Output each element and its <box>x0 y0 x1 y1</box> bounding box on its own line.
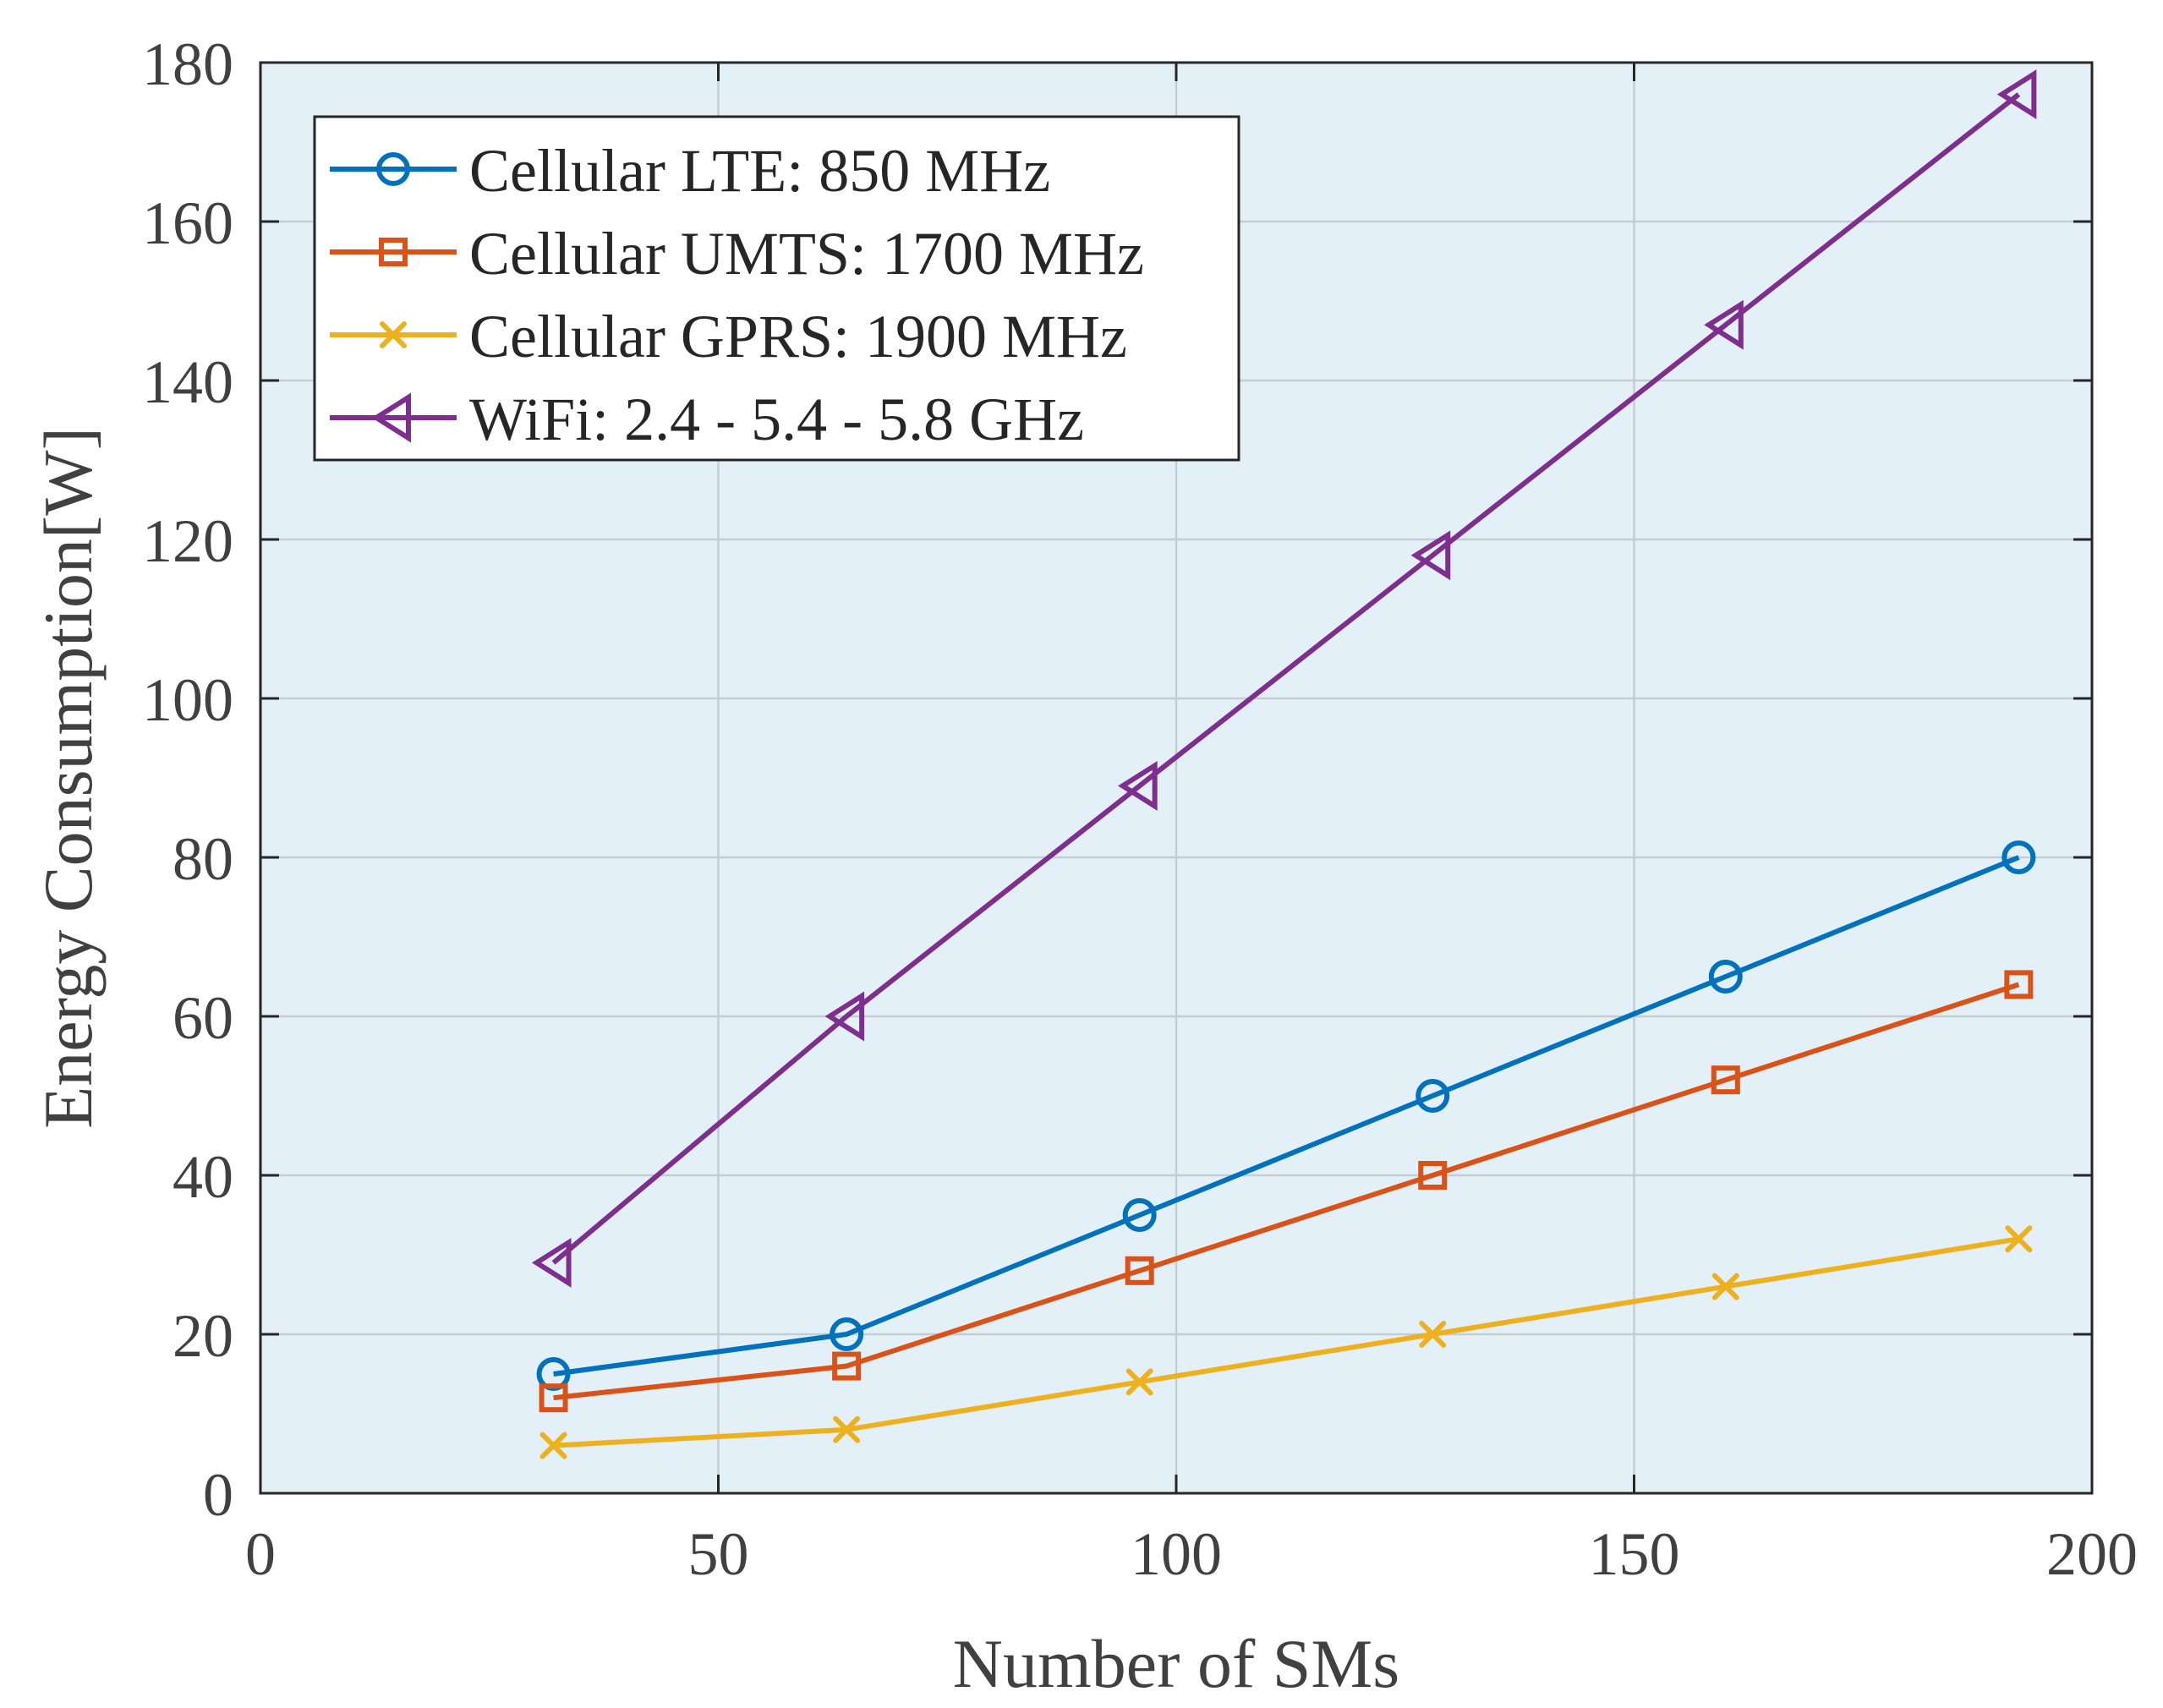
y-tick-label: 100 <box>142 666 233 734</box>
legend-swatch-marker <box>379 238 408 266</box>
data-point <box>833 1415 861 1443</box>
series-line <box>553 982 2020 1401</box>
data-point <box>1704 299 1744 350</box>
series-1 <box>536 840 2036 1391</box>
data-point <box>1125 1368 1153 1396</box>
data-point <box>539 1383 568 1413</box>
data-point <box>2004 970 2034 999</box>
data-point <box>1996 69 2037 120</box>
data-point <box>1118 760 1158 811</box>
legend-swatch-marker <box>380 321 407 348</box>
axis-ticks <box>259 61 2094 1495</box>
series-2 <box>539 970 2034 1413</box>
y-tick-label: 60 <box>172 984 233 1052</box>
y-tick-label: 180 <box>142 30 233 98</box>
legend-label: Cellular UMTS: 1700 MHz <box>469 220 1144 287</box>
data-point <box>832 1351 862 1381</box>
series-line <box>551 92 2021 1265</box>
y-tick-label: 40 <box>172 1143 233 1211</box>
series-line <box>553 1236 2019 1448</box>
data-point <box>2001 840 2036 874</box>
x-tick-label: 150 <box>1589 1520 1680 1588</box>
data-point <box>531 1237 572 1288</box>
legend-swatch-marker <box>371 392 411 443</box>
x-axis-label: Number of SMs <box>953 1625 1399 1702</box>
legend: Cellular LTE: 850 MHz Cellular UMTS: 1700… <box>313 115 1240 462</box>
y-tick-label: 20 <box>172 1302 233 1370</box>
data-point <box>1711 1065 1740 1095</box>
data-point <box>1419 1321 1447 1348</box>
series-4 <box>531 69 2037 1288</box>
data-point <box>1122 1198 1157 1232</box>
y-tick-label: 80 <box>172 825 233 893</box>
legend-label: WiFi: 2.4 - 5.4 - 5.8 GHz <box>469 386 1084 453</box>
data-point <box>1410 530 1451 581</box>
y-tick-label: 120 <box>142 507 233 575</box>
legend-box <box>313 115 1240 462</box>
legend-item: Cellular UMTS: 1700 MHz <box>330 220 1144 287</box>
x-tick-label: 0 <box>245 1520 276 1588</box>
y-tick-label: 160 <box>142 189 233 257</box>
data-point <box>1708 960 1743 994</box>
data-point <box>2005 1225 2033 1253</box>
tick-labels: 0 50 100 150 200 0 20 40 60 80 100 120 140 160 180 <box>142 30 2138 1588</box>
legend-item: Cellular GPRS: 1900 MHz <box>330 303 1127 370</box>
series-line <box>553 855 2020 1377</box>
data-point <box>1418 1161 1448 1190</box>
y-tick-label: 0 <box>203 1461 233 1529</box>
x-tick-label: 50 <box>688 1520 749 1588</box>
data-point <box>1711 1273 1739 1300</box>
legend-item: WiFi: 2.4 - 5.4 - 5.8 GHz <box>330 386 1084 453</box>
x-tick-label: 100 <box>1131 1520 1222 1588</box>
legend-item: Cellular LTE: 850 MHz <box>330 137 1050 205</box>
legend-swatch-marker <box>376 152 410 186</box>
legend-label: Cellular GPRS: 1900 MHz <box>469 303 1127 370</box>
series-layer <box>531 69 2037 1459</box>
y-axis-label: Energy Consumption[W] <box>30 427 107 1129</box>
data-point <box>1416 1079 1450 1113</box>
data-point <box>1125 1256 1154 1285</box>
data-point <box>830 1317 864 1351</box>
data-point <box>539 1432 567 1459</box>
y-tick-label: 140 <box>142 348 233 416</box>
data-point <box>824 991 865 1042</box>
x-tick-label: 200 <box>2046 1520 2138 1588</box>
legend-label: Cellular LTE: 850 MHz <box>469 137 1050 205</box>
series-3 <box>539 1225 2033 1459</box>
